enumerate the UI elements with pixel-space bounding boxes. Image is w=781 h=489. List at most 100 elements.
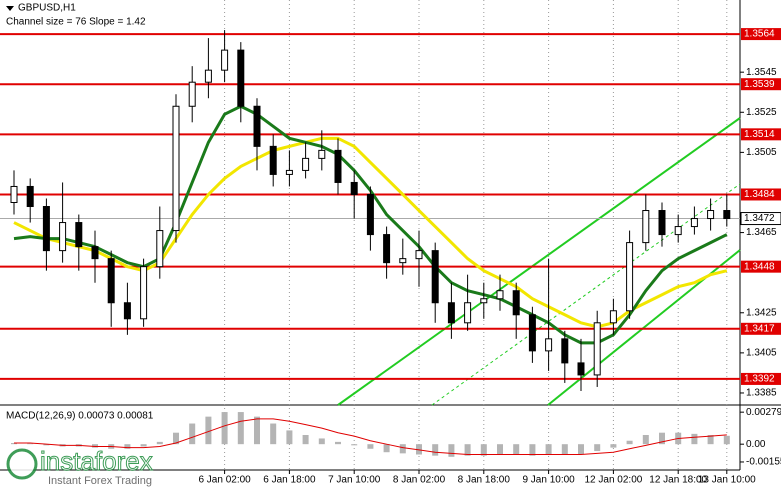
y-tick-label: 1.3505: [746, 147, 777, 158]
level-label: 1.3392: [744, 374, 775, 385]
level-label: 1.3539: [744, 79, 775, 90]
candle-body: [188, 81, 196, 107]
macd-bar: [691, 433, 698, 445]
x-tick-label: 8 Jan 18:00: [458, 475, 511, 486]
x-tick-label: 12 Jan 18:00: [649, 475, 707, 486]
x-tick-label: 8 Jan 02:00: [393, 475, 446, 486]
candle-body: [561, 338, 569, 364]
macd-bar: [610, 444, 617, 448]
candle-body: [285, 169, 293, 175]
y-tick-label: 1.3545: [746, 67, 777, 78]
candle-body: [75, 222, 83, 248]
macd-bar: [270, 423, 277, 445]
candle-body: [302, 157, 310, 171]
candle-body: [609, 310, 617, 324]
moving-average: [13, 136, 728, 329]
candle-body: [707, 210, 715, 220]
macd-bar: [351, 444, 358, 446]
macd-bar: [432, 444, 439, 456]
level-label: 1.3448: [744, 261, 775, 272]
x-tick-label: 13 Jan 10:00: [698, 475, 756, 486]
macd-bar: [529, 444, 536, 456]
watermark: instaforex Instant Forex Trading: [6, 445, 153, 487]
macd-signal: [14, 418, 727, 456]
macd-bar: [513, 444, 520, 455]
candle-body: [464, 302, 472, 324]
macd-bar: [92, 444, 98, 448]
candle-body: [528, 314, 536, 352]
candle-body: [658, 210, 666, 236]
x-tick-label: 12 Jan 02:00: [584, 475, 642, 486]
level-label-box: [741, 322, 781, 335]
macd-bar: [302, 435, 309, 445]
candle-body: [399, 258, 407, 264]
candle-body: [269, 145, 277, 175]
level-label-box: [741, 78, 781, 91]
candle-body: [123, 302, 131, 320]
candle-body: [59, 222, 67, 252]
candle-body: [415, 250, 423, 260]
macd-bar: [497, 444, 503, 455]
candle-body: [496, 290, 504, 300]
macd-bar: [286, 430, 293, 445]
macd-bar: [254, 416, 260, 445]
candle-body: [253, 105, 261, 147]
watermark-logo: [6, 448, 38, 480]
macd-bar: [335, 441, 341, 445]
macd-bar: [545, 444, 552, 455]
macd-title: MACD(12,26,9) 0.00073 0.00081: [6, 411, 154, 422]
candle-body: [237, 49, 245, 107]
last-price-box: [740, 212, 781, 226]
candle-body: [107, 258, 115, 304]
candle-body: [642, 210, 650, 244]
candle-body: [91, 246, 99, 260]
level-label: 1.3484: [744, 189, 775, 200]
channel-upper: [337, 117, 741, 406]
macd-bar: [659, 432, 665, 445]
macd-bar: [578, 444, 584, 455]
y-tick-label: 1.3405: [746, 348, 777, 359]
watermark-tagline: Instant Forex Trading: [48, 475, 152, 487]
candle-body: [318, 149, 326, 159]
candle-body: [545, 338, 553, 352]
macd-bar: [594, 444, 601, 452]
macd-bar: [43, 444, 50, 446]
candle-body: [334, 149, 342, 183]
candle-body: [204, 69, 212, 83]
x-tick-label: 7 Jan 10:00: [328, 475, 381, 486]
watermark-brand: instaforex: [40, 446, 153, 476]
candle-body: [723, 210, 731, 220]
level-label: 1.3564: [744, 29, 775, 40]
macd-bar: [189, 423, 196, 445]
candle-body: [26, 185, 34, 208]
candle-body: [480, 298, 488, 304]
macd-bar: [237, 412, 244, 445]
level-label-box: [741, 260, 781, 273]
x-tick-label: 6 Jan 18:00: [263, 475, 316, 486]
macd-bar: [318, 438, 325, 445]
y-tick-label: 0.00279: [746, 407, 781, 418]
y-tick-label: 1.3465: [746, 227, 777, 238]
y-tick-label: 1.3525: [746, 107, 777, 118]
candle-body: [431, 250, 439, 304]
macd-bar: [723, 435, 730, 445]
candle-body: [42, 206, 50, 252]
macd-bar: [561, 444, 568, 455]
candle-body: [156, 230, 164, 268]
chart-title: GBPUSD,H1: [18, 3, 76, 14]
y-tick-label: 0.00: [746, 439, 766, 450]
level-label: 1.3514: [744, 129, 775, 140]
macd-bar: [221, 412, 228, 445]
macd-bar: [464, 444, 471, 456]
y-tick-label: 1.3425: [746, 307, 777, 318]
macd-bar: [399, 444, 406, 454]
candle-body: [577, 362, 585, 376]
candle-body: [350, 181, 358, 195]
last-price-label: 1.3472: [744, 213, 775, 224]
macd-bar: [173, 432, 179, 445]
candle-body: [172, 105, 180, 232]
candle-body: [674, 226, 682, 236]
x-tick-label: 9 Jan 10:00: [522, 475, 575, 486]
